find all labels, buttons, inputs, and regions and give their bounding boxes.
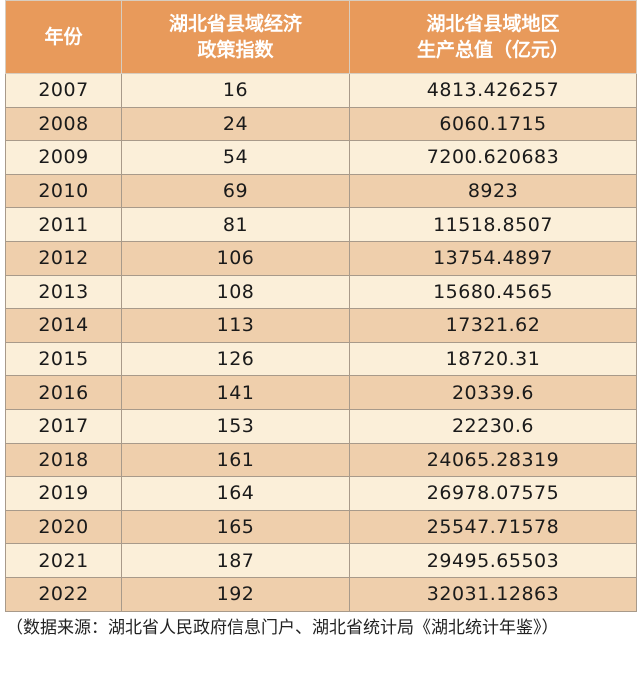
county-economy-table: 年份 湖北省县域经济 政策指数 湖北省县域地区 生产总值（亿元） 2007 16… xyxy=(5,0,637,612)
table-row: 2008 24 6060.1715 xyxy=(5,106,637,142)
header-gdp-line1: 湖北省县域地区 xyxy=(426,13,560,35)
cell-policy-index: 54 xyxy=(121,140,350,175)
table-row: 2012 106 13754.4897 xyxy=(5,240,637,276)
cell-policy-index: 141 xyxy=(121,375,350,410)
cell-policy-index: 108 xyxy=(121,274,350,310)
cell-year: 2015 xyxy=(5,341,122,377)
cell-gdp: 29495.65503 xyxy=(349,543,637,578)
cell-gdp: 13754.4897 xyxy=(349,240,637,276)
cell-policy-index: 153 xyxy=(121,408,350,444)
cell-year: 2016 xyxy=(5,375,122,410)
cell-year: 2010 xyxy=(5,173,122,209)
table-row: 2021 187 29495.65503 xyxy=(5,543,637,578)
table-row: 2015 126 18720.31 xyxy=(5,341,637,377)
cell-policy-index: 165 xyxy=(121,509,350,545)
header-gdp-line2: 生产总值（亿元） xyxy=(416,39,569,61)
cell-gdp: 24065.28319 xyxy=(349,442,637,478)
cell-gdp: 8923 xyxy=(349,173,637,209)
cell-policy-index: 24 xyxy=(121,106,350,142)
cell-policy-index: 69 xyxy=(121,173,350,209)
cell-policy-index: 81 xyxy=(121,207,350,242)
cell-year: 2018 xyxy=(5,442,122,478)
cell-gdp: 15680.4565 xyxy=(349,274,637,310)
cell-year: 2007 xyxy=(5,73,122,108)
cell-year: 2019 xyxy=(5,476,122,511)
cell-year: 2011 xyxy=(5,207,122,242)
cell-year: 2008 xyxy=(5,106,122,142)
header-year: 年份 xyxy=(5,0,122,74)
cell-policy-index: 192 xyxy=(121,576,350,612)
cell-gdp: 26978.07575 xyxy=(349,476,637,511)
cell-gdp: 6060.1715 xyxy=(349,106,637,142)
table-row: 2018 161 24065.28319 xyxy=(5,442,637,478)
cell-year: 2009 xyxy=(5,140,122,175)
table-row: 2016 141 20339.6 xyxy=(5,375,637,410)
cell-gdp: 32031.12863 xyxy=(349,576,637,612)
cell-policy-index: 187 xyxy=(121,543,350,578)
cell-gdp: 22230.6 xyxy=(349,408,637,444)
table-row: 2009 54 7200.620683 xyxy=(5,140,637,175)
cell-gdp: 4813.426257 xyxy=(349,73,637,108)
cell-policy-index: 161 xyxy=(121,442,350,478)
cell-gdp: 17321.62 xyxy=(349,308,637,343)
cell-year: 2013 xyxy=(5,274,122,310)
table-row: 2022 192 32031.12863 xyxy=(5,576,637,612)
data-table-container: 年份 湖北省县域经济 政策指数 湖北省县域地区 生产总值（亿元） 2007 16… xyxy=(5,0,637,612)
header-year-label: 年份 xyxy=(44,26,83,48)
cell-year: 2020 xyxy=(5,509,122,545)
cell-year: 2022 xyxy=(5,576,122,612)
table-header-row: 年份 湖北省县域经济 政策指数 湖北省县域地区 生产总值（亿元） xyxy=(5,0,637,74)
table-row: 2019 164 26978.07575 xyxy=(5,476,637,511)
table-body: 2007 16 4813.426257 2008 24 6060.1715 20… xyxy=(5,73,637,612)
table-row: 2007 16 4813.426257 xyxy=(5,73,637,108)
table-row: 2013 108 15680.4565 xyxy=(5,274,637,310)
cell-gdp: 11518.8507 xyxy=(349,207,637,242)
header-policy-line1: 湖北省县域经济 xyxy=(168,13,302,35)
header-gdp: 湖北省县域地区 生产总值（亿元） xyxy=(349,0,637,74)
header-policy-index: 湖北省县域经济 政策指数 xyxy=(121,0,350,74)
cell-policy-index: 113 xyxy=(121,308,350,343)
table-row: 2010 69 8923 xyxy=(5,173,637,209)
table-row: 2020 165 25547.71578 xyxy=(5,509,637,545)
cell-year: 2014 xyxy=(5,308,122,343)
source-note: （数据来源：湖北省人民政府信息门户、湖北省统计局《湖北统计年鉴》） xyxy=(6,618,559,638)
cell-policy-index: 16 xyxy=(121,73,350,108)
table-row: 2011 81 11518.8507 xyxy=(5,207,637,242)
cell-year: 2012 xyxy=(5,240,122,276)
cell-policy-index: 164 xyxy=(121,476,350,511)
table-row: 2017 153 22230.6 xyxy=(5,408,637,444)
cell-policy-index: 126 xyxy=(121,341,350,377)
table-row: 2014 113 17321.62 xyxy=(5,308,637,343)
cell-year: 2021 xyxy=(5,543,122,578)
cell-policy-index: 106 xyxy=(121,240,350,276)
cell-gdp: 25547.71578 xyxy=(349,509,637,545)
header-policy-line2: 政策指数 xyxy=(197,39,274,61)
cell-gdp: 20339.6 xyxy=(349,375,637,410)
cell-gdp: 7200.620683 xyxy=(349,140,637,175)
cell-year: 2017 xyxy=(5,408,122,444)
cell-gdp: 18720.31 xyxy=(349,341,637,377)
